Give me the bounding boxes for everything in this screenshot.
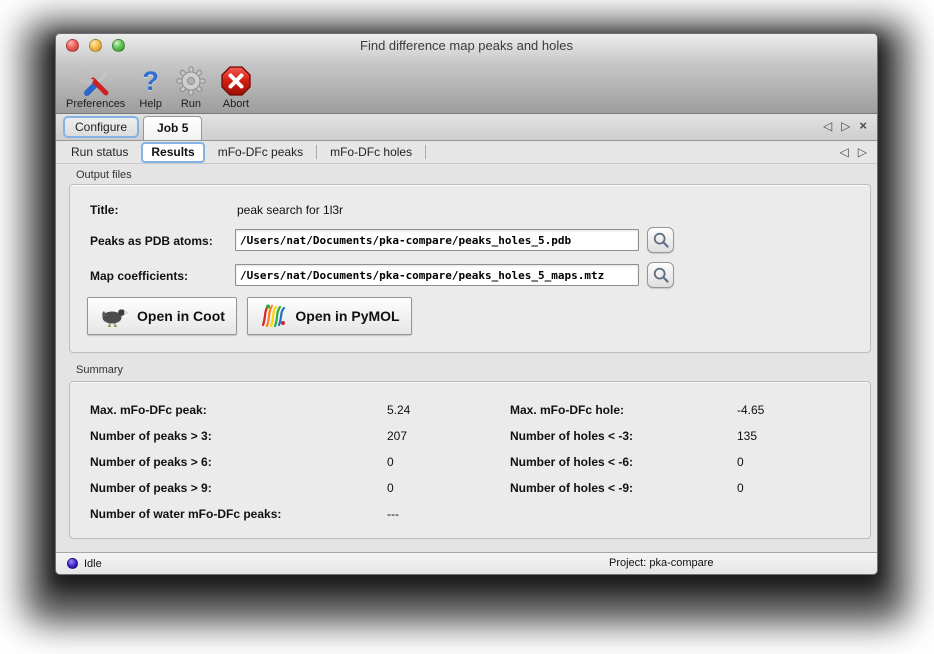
run-button[interactable]: Run (176, 65, 206, 110)
sub-tab-bar: Run status Results mFo-DFc peaks mFo-DFc… (56, 141, 877, 164)
stat-label: Max. mFo-DFc peak: (90, 403, 207, 417)
output-files-groupbox: Title: peak search for 1l3r Peaks as PDB… (69, 184, 871, 353)
stat-value: 5.24 (387, 403, 411, 417)
peaks-pdb-label: Peaks as PDB atoms: (90, 234, 213, 248)
separator (316, 145, 318, 159)
stat-label: Number of holes < -9: (510, 481, 634, 495)
stat-value: 135 (737, 429, 758, 443)
main-tab-nav: ◁ ▷ × (822, 118, 867, 134)
status-text: Idle (84, 557, 102, 570)
open-in-pymol-button[interactable]: Open in PyMOL (247, 297, 412, 335)
tab-mfo-dfc-peaks[interactable]: mFo-DFc peaks (217, 145, 304, 159)
magnifier-icon (653, 232, 669, 248)
tools-icon (79, 65, 113, 97)
titlebar[interactable]: Find difference map peaks and holes (56, 34, 877, 58)
tab-job-5[interactable]: Job 5 (143, 116, 203, 140)
stat-label: Number of peaks > 3: (90, 429, 212, 443)
traffic-lights (66, 39, 125, 52)
stat-label: Number of holes < -6: (510, 455, 634, 469)
toolbar-label: Help (139, 98, 162, 110)
toolbar: Preferences ? Help (56, 58, 877, 114)
stat-label: Number of water mFo-DFc peaks: (90, 507, 282, 521)
stat-value: 0 (737, 481, 744, 495)
summary-groupbox: Max. mFo-DFc peak: 5.24 Max. mFo-DFc hol… (69, 381, 871, 539)
subtab-scroll-right-button[interactable]: ▷ (857, 145, 867, 159)
summary-row: Number of peaks > 9: 0 Number of holes <… (70, 477, 870, 503)
window-title: Find difference map peaks and holes (360, 38, 573, 53)
stat-value: 0 (387, 481, 394, 495)
results-panel: Output files Title: peak search for 1l3r… (56, 164, 877, 552)
tab-scroll-right-button[interactable]: ▷ (841, 119, 851, 133)
gear-icon (176, 65, 206, 97)
stat-label: Max. mFo-DFc hole: (510, 403, 625, 417)
preferences-button[interactable]: Preferences (66, 65, 125, 110)
stop-icon (220, 65, 252, 97)
stat-value: --- (387, 507, 399, 521)
tab-mfo-dfc-holes[interactable]: mFo-DFc holes (330, 145, 413, 159)
open-in-coot-label: Open in Coot (137, 308, 225, 324)
tab-configure[interactable]: Configure (63, 116, 140, 138)
separator (425, 145, 427, 159)
output-files-section-label: Output files (76, 169, 132, 181)
title-value: peak search for 1l3r (237, 203, 344, 217)
toolbar-label: Run (180, 98, 202, 110)
tab-close-button[interactable]: × (859, 118, 867, 133)
stat-value: -4.65 (737, 403, 765, 417)
zoom-button[interactable] (112, 39, 125, 52)
tab-results[interactable]: Results (141, 141, 205, 163)
view-peaks-file-button[interactable] (647, 227, 674, 253)
map-coefficients-label: Map coefficients: (90, 269, 189, 283)
open-in-coot-button[interactable]: Open in Coot (87, 297, 237, 335)
tab-run-status[interactable]: Run status (71, 145, 129, 159)
coot-bird-icon (102, 309, 130, 327)
stat-label: Number of peaks > 6: (90, 455, 212, 469)
sub-tab-nav: ◁ ▷ (840, 145, 867, 159)
status-bar: Idle Project: pka-compare (56, 552, 877, 574)
stat-value: 0 (737, 455, 744, 469)
title-label: Title: (90, 203, 119, 217)
summary-row: Number of water mFo-DFc peaks: --- (70, 503, 870, 529)
view-map-file-button[interactable] (647, 262, 674, 288)
subtab-scroll-left-button[interactable]: ◁ (839, 145, 849, 159)
minimize-button[interactable] (89, 39, 102, 52)
stat-value: 207 (387, 429, 408, 443)
stat-value: 0 (387, 455, 394, 469)
project-label: Project: pka-compare (609, 557, 714, 569)
map-coefficients-path-field[interactable] (235, 264, 639, 286)
abort-button[interactable]: Abort (220, 65, 252, 110)
main-tab-bar: Configure Job 5 ◁ ▷ × (56, 114, 877, 141)
peaks-pdb-path-field[interactable] (235, 229, 639, 251)
tab-scroll-left-button[interactable]: ◁ (822, 119, 833, 133)
help-button[interactable]: ? Help (139, 65, 162, 110)
status-indicator-icon (67, 558, 78, 569)
app-window: Find difference map peaks and holes Pref… (55, 33, 878, 575)
summary-section-label: Summary (76, 364, 124, 376)
magnifier-icon (653, 267, 669, 283)
summary-row: Max. mFo-DFc peak: 5.24 Max. mFo-DFc hol… (70, 399, 870, 425)
summary-row: Number of peaks > 3: 207 Number of holes… (70, 425, 870, 451)
toolbar-label: Preferences (66, 98, 126, 110)
question-mark-icon: ? (142, 66, 159, 96)
summary-rows: Max. mFo-DFc peak: 5.24 Max. mFo-DFc hol… (70, 399, 870, 529)
close-button[interactable] (66, 39, 79, 52)
summary-row: Number of peaks > 6: 0 Number of holes <… (70, 451, 870, 477)
stat-label: Number of holes < -3: (510, 429, 634, 443)
open-in-pymol-label: Open in PyMOL (295, 308, 400, 324)
toolbar-label: Abort (222, 98, 250, 110)
stat-label: Number of peaks > 9: (90, 481, 212, 495)
pymol-ribbon-icon (262, 304, 286, 328)
